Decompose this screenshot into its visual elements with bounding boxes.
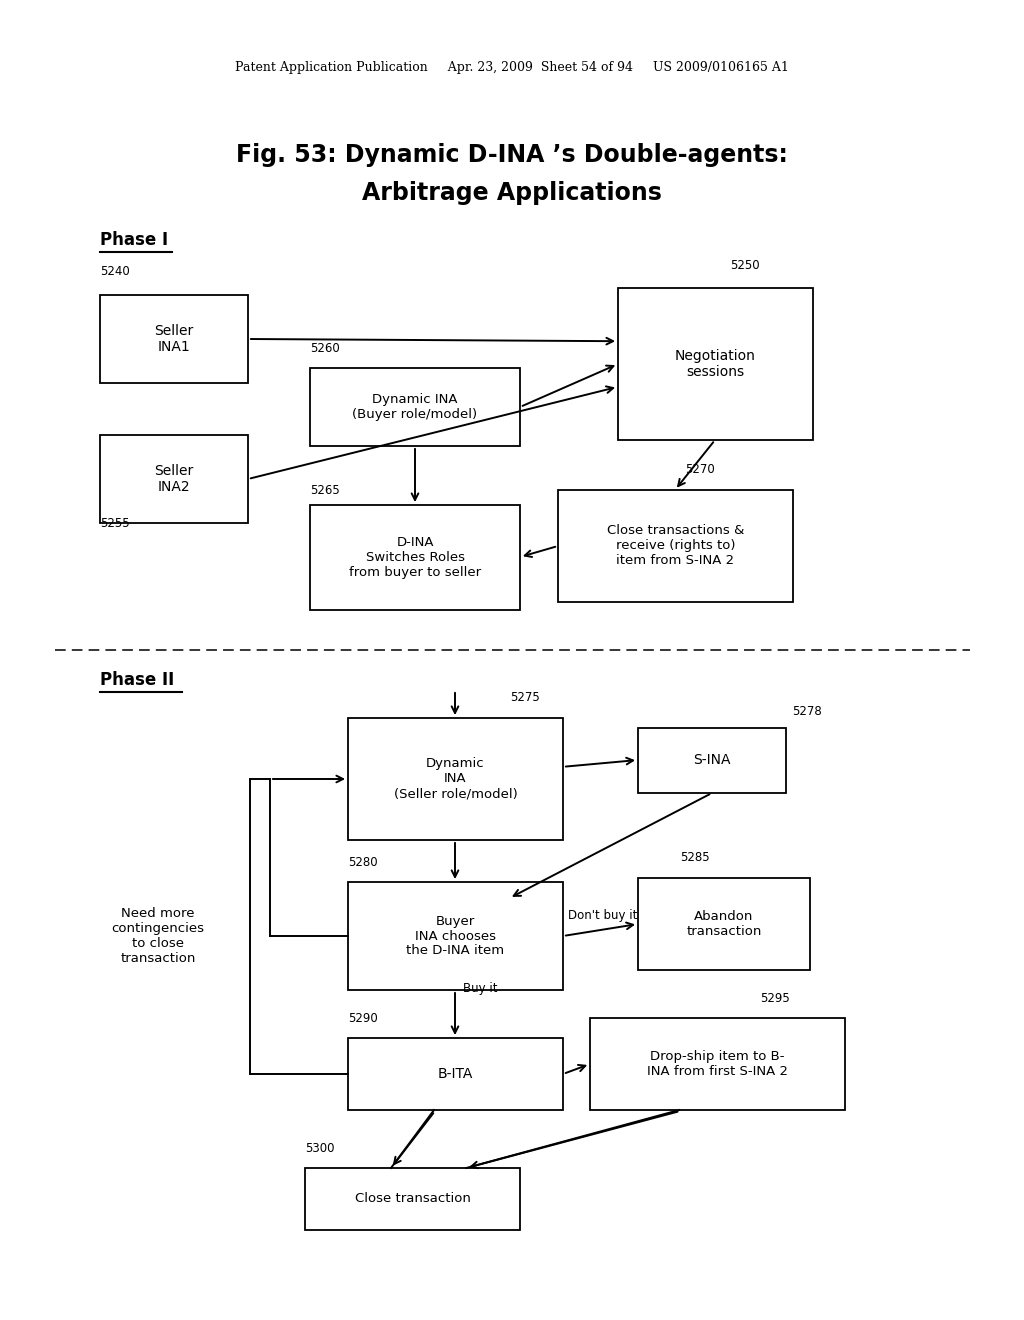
Text: Patent Application Publication     Apr. 23, 2009  Sheet 54 of 94     US 2009/010: Patent Application Publication Apr. 23, …: [236, 62, 788, 74]
Text: Phase I: Phase I: [100, 231, 168, 249]
Text: Need more
contingencies
to close
transaction: Need more contingencies to close transac…: [112, 907, 205, 965]
Text: 5290: 5290: [348, 1012, 378, 1026]
Text: 5265: 5265: [310, 484, 340, 498]
Text: 5275: 5275: [510, 690, 540, 704]
Text: Don't buy it: Don't buy it: [568, 909, 637, 921]
Text: 5240: 5240: [100, 265, 130, 279]
Text: Buyer
INA chooses
the D-INA item: Buyer INA chooses the D-INA item: [407, 915, 505, 957]
Bar: [348, 718, 563, 840]
Text: Seller
INA2: Seller INA2: [155, 463, 194, 494]
Bar: [348, 1038, 563, 1110]
Text: Negotiation
sessions: Negotiation sessions: [675, 348, 756, 379]
Text: Buy it: Buy it: [463, 982, 498, 995]
Bar: [348, 882, 563, 990]
Text: 5255: 5255: [100, 517, 130, 531]
Text: Close transaction: Close transaction: [354, 1192, 470, 1205]
Bar: [100, 294, 248, 383]
Bar: [638, 729, 786, 793]
Text: Abandon
transaction: Abandon transaction: [686, 909, 762, 939]
Text: 5300: 5300: [305, 1142, 335, 1155]
Text: Dynamic INA
(Buyer role/model): Dynamic INA (Buyer role/model): [352, 393, 477, 421]
Text: Phase II: Phase II: [100, 671, 174, 689]
Text: 5250: 5250: [730, 259, 760, 272]
Text: 5260: 5260: [310, 342, 340, 355]
Text: Seller
INA1: Seller INA1: [155, 323, 194, 354]
Bar: [310, 506, 520, 610]
Text: 5270: 5270: [685, 463, 715, 477]
Text: 5280: 5280: [348, 855, 378, 869]
Text: 5295: 5295: [760, 993, 790, 1005]
Bar: [100, 436, 248, 523]
Text: Close transactions &
receive (rights to)
item from S-INA 2: Close transactions & receive (rights to)…: [607, 524, 744, 568]
Text: Fig. 53: Dynamic D-INA ’s Double-agents:: Fig. 53: Dynamic D-INA ’s Double-agents:: [237, 143, 787, 168]
Bar: [558, 490, 793, 602]
Text: S-INA: S-INA: [693, 754, 731, 767]
Bar: [305, 1168, 520, 1230]
Bar: [590, 1018, 845, 1110]
Bar: [310, 368, 520, 446]
Text: B-ITA: B-ITA: [438, 1067, 473, 1081]
Text: 5278: 5278: [792, 705, 821, 718]
Text: D-INA
Switches Roles
from buyer to seller: D-INA Switches Roles from buyer to selle…: [349, 536, 481, 579]
Text: Arbitrage Applications: Arbitrage Applications: [362, 181, 662, 205]
Text: 5285: 5285: [680, 851, 710, 865]
Text: Drop-ship item to B-
INA from first S-INA 2: Drop-ship item to B- INA from first S-IN…: [647, 1049, 788, 1078]
Text: Dynamic
INA
(Seller role/model): Dynamic INA (Seller role/model): [393, 758, 517, 800]
Bar: [618, 288, 813, 440]
Bar: [638, 878, 810, 970]
